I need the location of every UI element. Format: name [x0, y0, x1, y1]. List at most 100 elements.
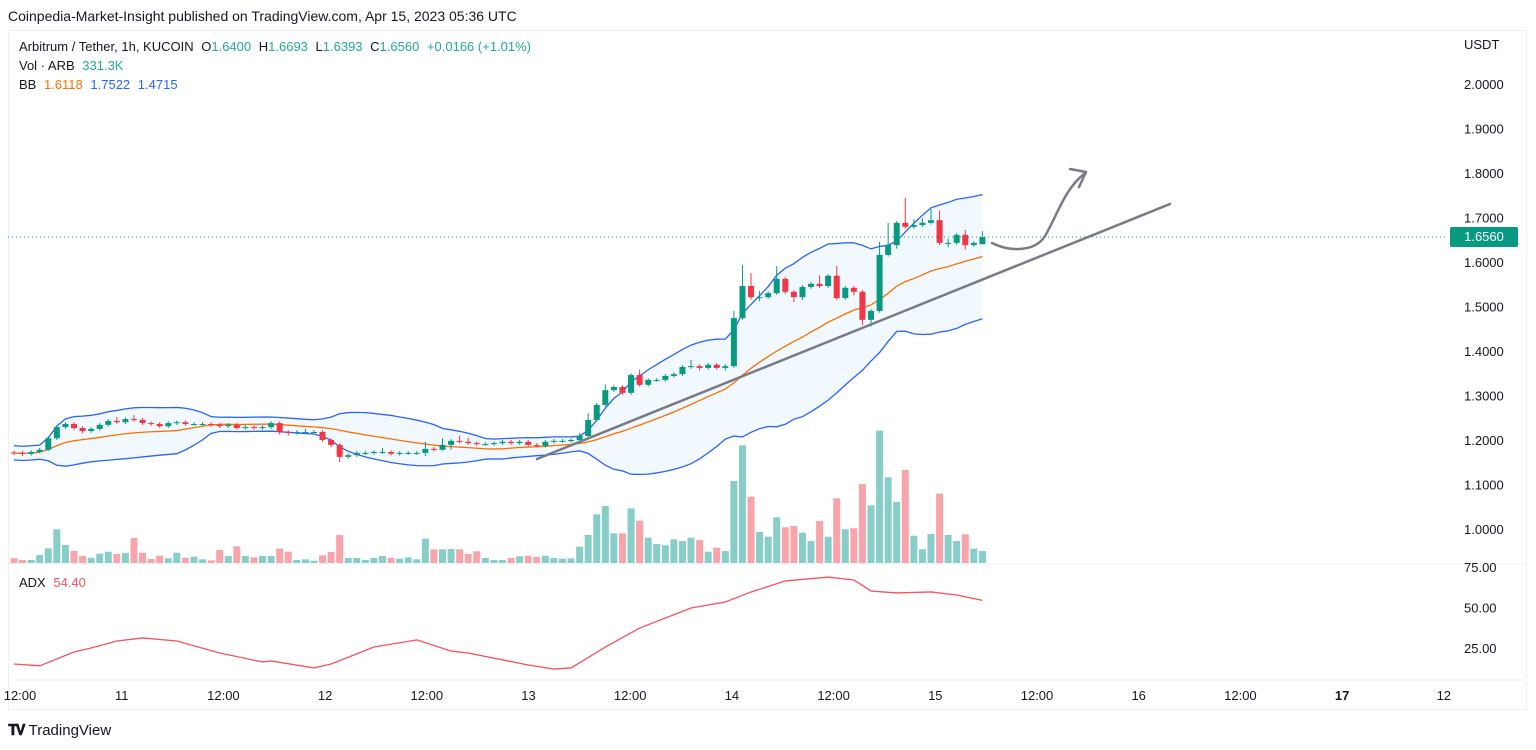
volume-bar [53, 529, 61, 563]
candle-body [310, 431, 317, 433]
curved-arrow[interactable] [990, 172, 1086, 251]
candle-body [825, 275, 832, 287]
volume-bar [490, 559, 498, 563]
volume-bar [953, 541, 961, 563]
candle [139, 418, 146, 425]
candle [910, 219, 917, 229]
candle-body [113, 420, 120, 423]
volume-bar [79, 556, 87, 563]
tradingview-logo[interactable]: 𝐓𝐕 TradingView [8, 722, 111, 739]
candle-body [533, 444, 540, 446]
candle-body [88, 428, 95, 432]
candle-body [268, 423, 275, 428]
adx-line [13, 576, 983, 670]
volume-bar [558, 558, 566, 563]
candle [499, 440, 506, 445]
price-axis[interactable]: 2.0000 1.9000 1.8000 1.7000 1.6000 1.5000 1.40… [1464, 77, 1504, 537]
candle-body [585, 419, 592, 436]
candle [508, 440, 515, 445]
volume-label[interactable]: Vol · ARB [19, 58, 75, 73]
price-tick-label: 1.9000 [1464, 122, 1504, 137]
candle-body [962, 234, 969, 246]
volume-bar [901, 469, 909, 563]
candle-body [473, 443, 480, 445]
candle [465, 437, 472, 445]
candle-body [11, 452, 17, 454]
candle [293, 430, 300, 435]
candle-body [456, 440, 463, 442]
candle-body [593, 404, 600, 420]
candle [688, 359, 695, 369]
symbol-name[interactable]: Arbitrum / Tether, 1h, KUCOIN [19, 39, 194, 54]
volume-bar [430, 549, 438, 563]
time-tick-label: 11 [115, 688, 129, 703]
candle-body [833, 275, 840, 299]
adx-axis[interactable]: 75.00 50.00 25.00 [1464, 560, 1497, 656]
candle-body [748, 286, 755, 298]
candle [533, 443, 540, 448]
candle [893, 221, 900, 249]
candle [413, 451, 420, 455]
candle-body [842, 287, 849, 299]
volume-bar [858, 484, 866, 563]
bb-label[interactable]: BB [19, 77, 37, 92]
candle-body [859, 291, 866, 320]
volume-bar [233, 546, 241, 563]
candle-body [953, 234, 960, 243]
candle [36, 448, 43, 454]
volume-bar [713, 547, 721, 563]
candle [902, 197, 909, 229]
adx-label[interactable]: ADX [19, 575, 46, 590]
volume-bar [301, 559, 309, 563]
chart-frame[interactable] [8, 30, 1527, 710]
time-tick-label: 16 [1131, 688, 1145, 703]
volume-bar [918, 549, 926, 563]
volume-bar [456, 549, 464, 563]
candle-body [816, 283, 823, 287]
volume-bar [593, 514, 601, 563]
candle-body [679, 367, 686, 375]
candle-body [542, 441, 549, 446]
candle-body [328, 440, 335, 445]
candle [250, 425, 257, 430]
candle [422, 441, 429, 457]
price-tick-label: 1.7000 [1464, 211, 1504, 226]
candle [927, 209, 934, 225]
candle [276, 421, 283, 435]
volume-bar [44, 548, 52, 563]
volume-bar [36, 554, 44, 563]
time-tick-label: 12:00 [411, 688, 444, 703]
time-axis[interactable]: 12:00 11 12:00 12 12:00 13 12:00 14 12:00 15 12:00… [4, 688, 1451, 703]
volume-bar [550, 558, 558, 563]
volume-bar [481, 558, 489, 563]
candle-body [439, 444, 446, 450]
candle [79, 426, 86, 434]
volume-bars [10, 430, 986, 563]
candle [516, 440, 523, 445]
candle [233, 423, 240, 430]
candle-body [70, 423, 77, 428]
time-tick-label: 12 [318, 688, 332, 703]
candle-body [910, 225, 917, 227]
candle [473, 441, 480, 446]
candle [970, 241, 977, 247]
volume-bar [798, 532, 806, 563]
candle [379, 448, 386, 454]
time-tick-label: 12:00 [1021, 688, 1054, 703]
candle-body [208, 423, 215, 425]
candle [259, 425, 266, 430]
currency-label: USDT [1464, 37, 1500, 52]
candle [602, 384, 609, 407]
candle-body [499, 441, 506, 444]
drawings[interactable] [535, 167, 1172, 461]
candle [302, 428, 309, 434]
candle-body [122, 419, 129, 423]
volume-bar [507, 558, 515, 563]
volume-bar [473, 551, 481, 563]
trendline[interactable] [535, 202, 1172, 461]
volume-bar [567, 558, 575, 563]
volume-bar [447, 549, 455, 563]
candle-body [730, 318, 737, 367]
candle [619, 385, 626, 395]
